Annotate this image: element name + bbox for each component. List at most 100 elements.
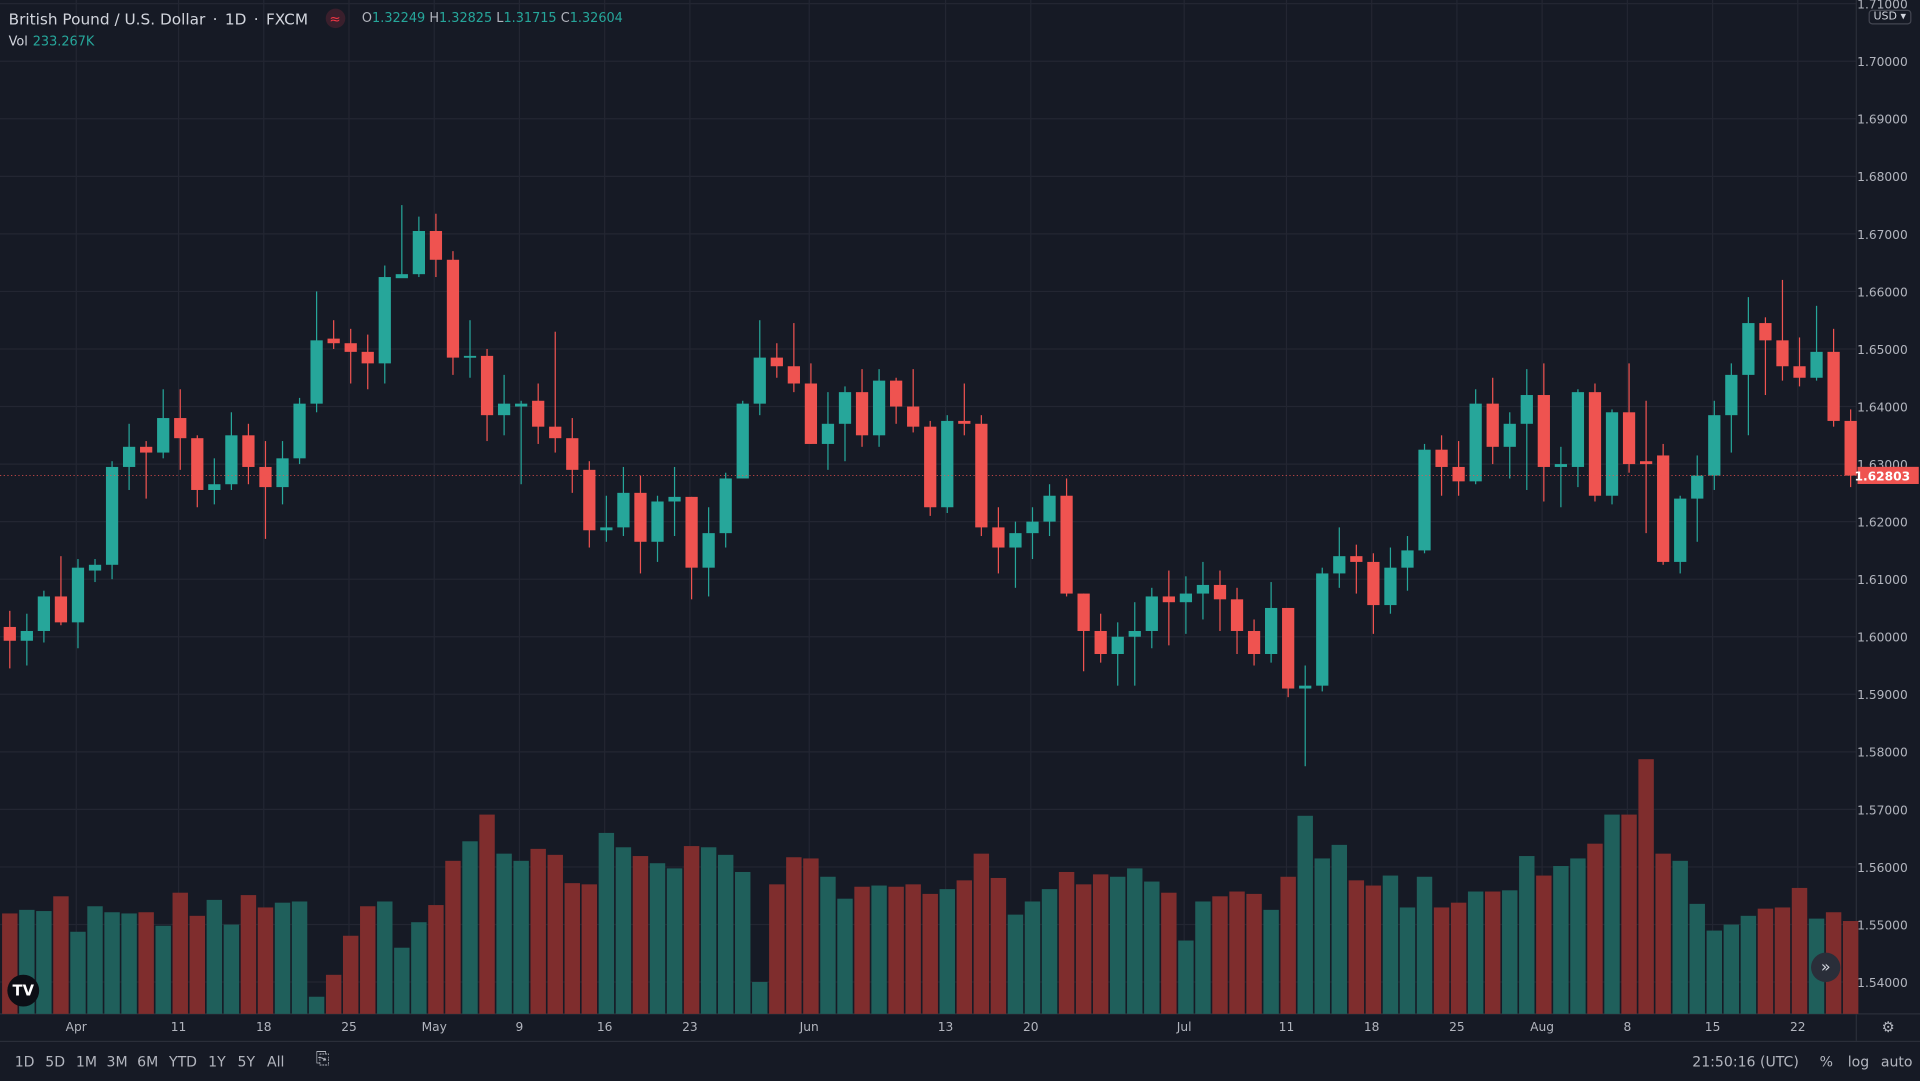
candle-body — [583, 469, 596, 531]
candle-body — [20, 630, 33, 641]
date-tick-label: May — [422, 1020, 447, 1034]
scroll-to-realtime-button[interactable]: » — [1811, 952, 1841, 983]
volume-bar — [649, 863, 666, 1014]
candle-body — [208, 484, 221, 490]
candle-body — [395, 274, 408, 279]
volume-bar — [666, 868, 683, 1014]
volume-bar — [240, 895, 257, 1014]
candle-body — [736, 403, 749, 479]
candle-body — [821, 423, 835, 444]
candle-body — [3, 626, 16, 641]
range-all[interactable]: All — [266, 1053, 285, 1071]
candle-body — [88, 564, 102, 571]
candle-body — [1367, 561, 1380, 606]
price-tick-label: 1.54000 — [1857, 976, 1908, 990]
interval[interactable]: 1D — [224, 9, 247, 28]
date-tick-label: 18 — [256, 1020, 272, 1034]
volume-legend: Vol 233.267K — [8, 34, 95, 49]
settings-icon[interactable]: ⚙ — [1882, 1019, 1895, 1036]
clock[interactable]: 21:50:16 (UTC) — [1692, 1053, 1799, 1071]
volume-bar — [1604, 814, 1620, 1014]
price-tick-label: 1.62000 — [1857, 516, 1908, 530]
candle-body — [855, 392, 869, 436]
candle-body — [515, 403, 528, 407]
candle-body — [191, 438, 204, 490]
date-tick-label: 22 — [1790, 1020, 1806, 1034]
volume-bar — [1161, 892, 1177, 1014]
auto-toggle[interactable]: auto — [1880, 1053, 1913, 1071]
log-toggle[interactable]: log — [1847, 1053, 1870, 1071]
candle-body — [1622, 412, 1636, 465]
volume-bar — [1246, 893, 1262, 1014]
candle-body — [1742, 323, 1755, 375]
candle-body — [838, 392, 852, 424]
tradingview-logo-icon[interactable]: TV — [7, 974, 40, 1007]
range-3m[interactable]: 3M — [106, 1053, 128, 1071]
candle-body — [122, 446, 136, 467]
candle-body — [890, 380, 903, 407]
candle-body — [549, 426, 562, 439]
candle-body — [1418, 449, 1431, 551]
candle-body — [1196, 584, 1210, 594]
candle-body — [37, 596, 51, 631]
volume-bar — [496, 853, 512, 1014]
volume-bar — [172, 892, 188, 1014]
low-value: 1.31715 — [503, 11, 557, 26]
range-1d[interactable]: 1D — [14, 1053, 35, 1071]
volume-bar — [513, 860, 529, 1014]
volume-bar — [1416, 876, 1433, 1014]
candle-body — [1401, 550, 1414, 568]
candle-body — [71, 567, 85, 623]
range-ytd[interactable]: YTD — [168, 1053, 198, 1071]
candle-body — [1350, 556, 1363, 562]
candle-body — [1009, 533, 1022, 548]
date-tick-label: 11 — [1279, 1020, 1295, 1034]
volume-bar — [786, 857, 802, 1014]
price-tick-label: 1.70000 — [1857, 55, 1908, 69]
candle-body — [361, 351, 374, 364]
range-1m[interactable]: 1M — [75, 1053, 98, 1071]
range-1y[interactable]: 1Y — [208, 1053, 226, 1071]
currency-selector[interactable]: USD ▾ — [1868, 9, 1911, 25]
volume-bar — [1024, 901, 1041, 1014]
volume-bar — [871, 885, 887, 1014]
high-value: 1.32825 — [438, 11, 493, 26]
volume-bar — [1519, 856, 1535, 1014]
candle-body — [1213, 584, 1227, 600]
candle-body — [1810, 351, 1823, 378]
chart-pane[interactable]: 1.71000 1.70000 1.69000 1.68000 1.67000 1.660… — [0, 0, 1920, 1041]
date-tick-label: 23 — [682, 1020, 698, 1034]
calendar-goto-icon[interactable]: ⎘ — [315, 1049, 330, 1069]
range-5y[interactable]: 5Y — [237, 1053, 256, 1071]
volume-bar — [1058, 871, 1075, 1014]
volume-bar — [1570, 858, 1586, 1014]
candle-body — [344, 343, 357, 352]
candle-body — [1077, 593, 1090, 631]
candle-body — [1503, 423, 1516, 447]
candle-body — [1793, 366, 1806, 378]
volume-bar — [342, 935, 359, 1014]
volume-bar — [1723, 924, 1740, 1014]
wave-icon[interactable]: ≈ — [325, 8, 345, 29]
range-5d[interactable]: 5D — [45, 1053, 66, 1071]
volume-bar — [1314, 858, 1330, 1014]
percent-toggle[interactable]: % — [1819, 1053, 1833, 1071]
candle-body — [1571, 392, 1585, 467]
volume-bar — [70, 931, 86, 1014]
candle-body — [1469, 403, 1482, 482]
price-tick-label: 1.58000 — [1857, 746, 1908, 760]
candle-body — [600, 527, 613, 531]
volume-bar — [1365, 885, 1382, 1014]
volume-bar — [752, 981, 768, 1014]
symbol-name[interactable]: British Pound / U.S. Dollar — [8, 9, 206, 28]
candle-body — [1128, 630, 1141, 637]
candle-body — [753, 357, 766, 404]
volume-bar — [1092, 874, 1109, 1014]
volume-bar — [445, 860, 461, 1014]
candle-body — [1537, 395, 1550, 467]
volume-bar — [1502, 890, 1518, 1014]
range-6m[interactable]: 6M — [137, 1053, 159, 1071]
candle-body — [276, 458, 289, 488]
candle-body — [1247, 630, 1261, 655]
separator: · — [212, 9, 218, 28]
